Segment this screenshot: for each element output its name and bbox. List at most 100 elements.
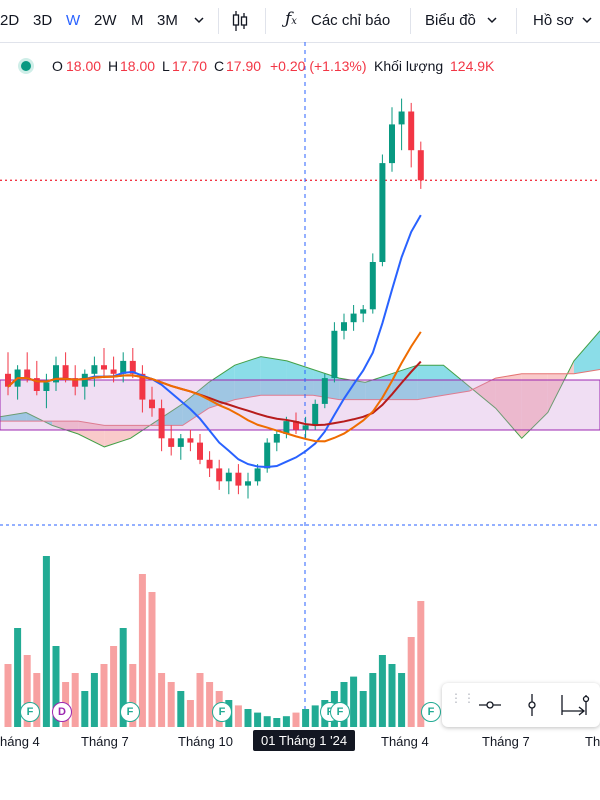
candle-body — [139, 373, 146, 400]
volume-bar — [71, 673, 79, 727]
volume-bar — [369, 673, 377, 727]
financials-event-badge[interactable]: F — [20, 702, 40, 722]
status-dot-icon — [21, 61, 31, 71]
candle-body — [43, 382, 50, 391]
chart-type-menu-button[interactable]: Biểu đồ — [425, 12, 476, 29]
date-range-icon[interactable] — [558, 691, 590, 719]
volume-bar — [350, 676, 358, 727]
volume-bar — [254, 712, 262, 727]
candle-body — [197, 442, 203, 460]
ichimoku-cloud-segment — [286, 360, 314, 396]
volume-bar — [407, 637, 415, 727]
volume-bar — [52, 646, 60, 727]
ichimoku-cloud-segment — [104, 425, 131, 447]
time-axis-label: Th — [585, 734, 600, 749]
volume-bar — [119, 628, 127, 727]
ichimoku-cloud-segment — [339, 378, 366, 400]
candle-body — [312, 403, 319, 426]
volume-bar — [359, 691, 367, 727]
ichimoku-cloud-segment — [417, 365, 444, 400]
financials-event-badge[interactable]: F — [120, 702, 140, 722]
volume-bar — [311, 705, 319, 727]
horizontal-ray-icon[interactable] — [476, 691, 504, 719]
candle-body — [417, 150, 424, 181]
candle-body — [5, 373, 11, 387]
time-axis-label: Tháng 4 — [381, 734, 429, 749]
top-toolbar: 2D 3D W 2W M 3M ƒx Các chỉ báo Biểu đồ Hồ sơ — [0, 0, 600, 43]
volume-bar — [388, 664, 396, 727]
interval-3d[interactable]: 3D — [33, 12, 53, 29]
candle-body — [216, 468, 223, 482]
time-axis-label: Tháng 7 — [81, 734, 129, 749]
candles-chart-type-icon[interactable] — [230, 8, 250, 40]
dividend-event-badge[interactable]: D — [52, 702, 72, 722]
volume-bar — [148, 592, 156, 727]
candle-body — [110, 369, 117, 374]
ichimoku-span-a-line — [0, 330, 600, 448]
candle-body — [254, 468, 261, 482]
ichimoku-cloud-segment — [234, 356, 261, 400]
volume-bar — [110, 646, 118, 727]
time-axis-label: Tháng 10 — [178, 734, 233, 749]
ichimoku-cloud-segment — [391, 365, 418, 400]
ichimoku-cloud-segment — [495, 373, 522, 439]
candle-body — [360, 309, 367, 314]
candle-body — [264, 442, 271, 469]
indicators-fx-icon[interactable]: ƒx — [285, 9, 297, 29]
open-value: 18.00 — [66, 58, 102, 74]
candle-body — [302, 425, 309, 430]
volume-value: 124.9K — [450, 58, 495, 74]
candle-body — [177, 438, 184, 447]
ichimoku-span-b-line — [0, 369, 600, 426]
volume-bar — [138, 574, 146, 727]
ichimoku-cloud-segment — [573, 330, 600, 374]
candle-body — [389, 124, 395, 164]
interval-2d[interactable]: 2D — [0, 12, 20, 29]
candle-body — [206, 459, 213, 469]
drag-handle-icon[interactable]: ⋮⋮ — [450, 691, 476, 705]
financials-event-badge[interactable]: F — [330, 702, 350, 722]
volume-bar — [196, 673, 204, 727]
volume-bar — [90, 673, 98, 727]
ichimoku-cloud-segment — [0, 412, 27, 422]
low-label: L — [162, 58, 170, 74]
candle-body — [273, 434, 280, 443]
candle-body — [341, 322, 347, 331]
candle-body — [158, 408, 165, 439]
change-value: +0.20 (+1.13%) — [270, 58, 367, 74]
volume-bar — [158, 673, 166, 727]
highlight-zone — [0, 379, 600, 431]
interval-2w[interactable]: 2W — [94, 12, 117, 29]
open-label: O — [52, 58, 63, 74]
chart-type-chevron-icon[interactable] — [485, 10, 499, 36]
financials-event-badge[interactable]: F — [421, 702, 441, 722]
volume-bar — [302, 709, 310, 727]
candle-body — [408, 111, 415, 151]
close-label: C — [214, 58, 225, 74]
candle-body — [53, 365, 59, 383]
low-value: 17.70 — [172, 58, 208, 74]
interval-3m[interactable]: 3M — [157, 12, 178, 29]
vertical-line-icon[interactable] — [518, 691, 546, 719]
candle-body — [225, 472, 232, 482]
profile-menu-button[interactable]: Hồ sơ — [533, 12, 574, 29]
candle-body — [350, 313, 357, 323]
financials-event-badge[interactable]: F — [212, 702, 232, 722]
interval-m[interactable]: M — [131, 12, 144, 29]
candle-body — [283, 421, 290, 434]
profile-chevron-icon[interactable] — [580, 10, 594, 36]
candle-body — [245, 481, 251, 486]
volume-bar — [42, 556, 50, 727]
volume-bar — [14, 628, 22, 727]
volume-bar — [282, 716, 290, 727]
interval-w[interactable]: W — [66, 12, 81, 29]
candle-body — [149, 399, 155, 409]
volume-bar — [244, 709, 252, 727]
price-chart[interactable] — [0, 42, 600, 728]
indicators-button[interactable]: Các chỉ báo — [311, 12, 391, 29]
intervals-dropdown-chevron-icon[interactable] — [192, 10, 206, 36]
time-axis[interactable]: háng 4 Tháng 7 Tháng 10 Tháng 4 Tháng 7 Th 01… — [0, 728, 600, 758]
volume-bar — [177, 691, 185, 727]
ichimoku-cloud-segment — [208, 365, 235, 409]
candle-body — [321, 378, 328, 404]
